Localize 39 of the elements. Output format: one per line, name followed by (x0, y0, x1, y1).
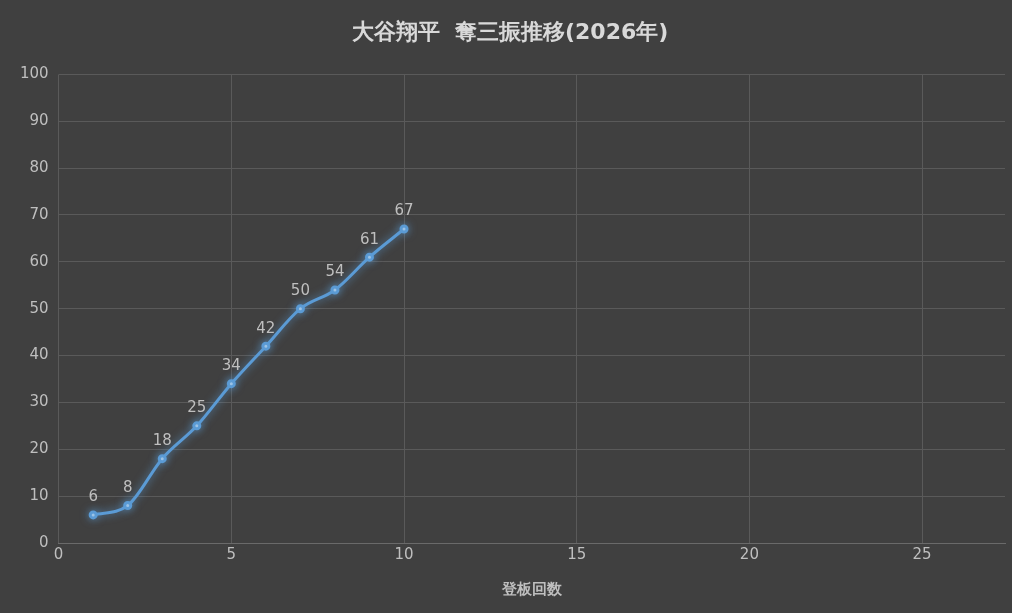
data-label: 50 (290, 281, 310, 300)
point (364, 252, 374, 262)
x-tick-label: 5 (226, 544, 237, 563)
y-tick-label: 90 (29, 111, 49, 130)
x-axis-title: 登板回数 (500, 579, 563, 598)
point (123, 501, 133, 511)
data-label: 25 (187, 398, 207, 417)
point (192, 421, 202, 431)
point (88, 510, 98, 520)
point (261, 341, 271, 351)
chart-title: 大谷翔平 奪三振推移(2026年) (351, 18, 669, 44)
point (330, 285, 340, 295)
x-tick-label: 10 (394, 544, 414, 563)
y-tick-label: 60 (29, 251, 49, 270)
x-tick-label: 25 (912, 544, 932, 563)
point (399, 224, 409, 234)
y-tick-label: 80 (29, 158, 49, 177)
y-tick-label: 0 (39, 532, 49, 551)
y-tick-label: 10 (29, 486, 49, 505)
x-tick-label: 15 (567, 544, 587, 563)
data-label: 42 (256, 318, 276, 337)
data-label: 18 (152, 431, 172, 450)
data-label: 67 (394, 201, 414, 220)
y-tick-label: 20 (29, 439, 49, 458)
y-tick-label: 30 (29, 392, 49, 411)
y-tick-label: 70 (29, 204, 49, 223)
x-tick-label: 0 (53, 544, 64, 563)
y-tick-label: 100 (19, 64, 49, 83)
data-label: 34 (221, 356, 241, 375)
point (226, 379, 236, 389)
x-tick-label: 20 (739, 544, 759, 563)
data-label: 61 (359, 229, 380, 248)
data-label: 6 (88, 487, 98, 506)
point (157, 454, 167, 464)
y-tick-label: 40 (29, 345, 49, 364)
data-label: 8 (122, 477, 133, 496)
data-label: 54 (325, 262, 345, 281)
y-tick-label: 50 (29, 298, 49, 317)
point (295, 304, 305, 314)
